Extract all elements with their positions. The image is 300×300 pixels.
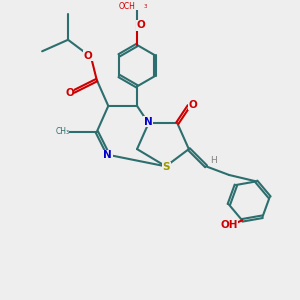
Text: H: H <box>210 156 217 165</box>
Text: S: S <box>163 162 170 172</box>
Text: CH₃: CH₃ <box>55 127 69 136</box>
Text: O: O <box>189 100 197 110</box>
Text: 3: 3 <box>143 4 147 9</box>
Text: O: O <box>84 51 92 61</box>
Text: O: O <box>65 88 74 98</box>
Text: N: N <box>144 117 152 127</box>
Text: OH: OH <box>220 220 238 230</box>
Text: O: O <box>137 20 146 30</box>
Text: N: N <box>103 150 112 161</box>
Text: OCH: OCH <box>118 2 135 11</box>
